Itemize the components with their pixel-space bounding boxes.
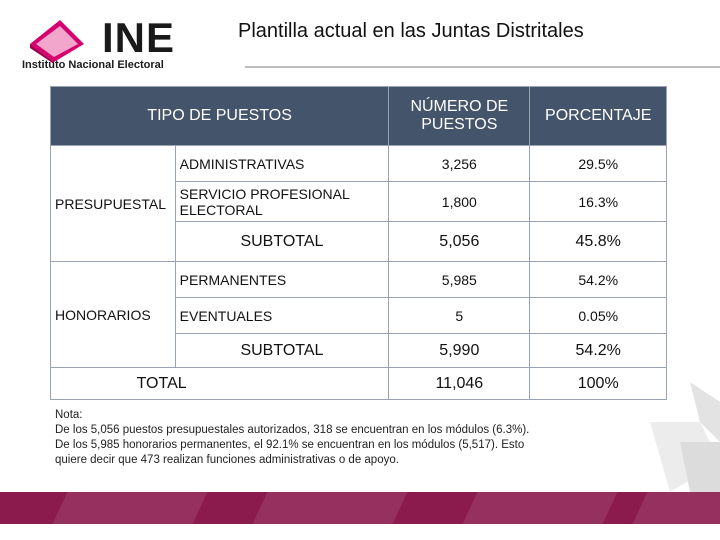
table-row: SERVICIO PROFESIONAL ELECTORAL 1,800 16.… [51,181,667,222]
group-honorarios: HONORARIOS [50,261,176,368]
ine-logo: INE Instituto Nacional Electoral [22,14,212,76]
header-count: NÚMERO DE PUESTOS [388,86,531,146]
row-count: 5,985 [388,261,531,298]
row-percent: 0.05% [529,297,667,334]
total-row: TOTAL 11,046 100% [49,367,667,400]
ballot-box-icon [30,20,84,64]
subtotal-count: 5,990 [388,333,531,368]
row-label: ADMINISTRATIVAS [174,145,390,182]
row-count: 3,256 [388,145,531,182]
row-percent: 29.5% [529,145,667,182]
table-row: EVENTUALES 5 0.05% [51,297,667,334]
row-count: 5 [388,297,531,334]
subtotal-count: 5,056 [388,221,531,262]
note-line: De los 5,056 puestos presupuestales auto… [55,424,530,436]
row-percent: 16.3% [529,181,667,222]
note-line: De los 5,985 honorarios permanentes, el … [55,439,525,451]
total-count: 11,046 [388,367,531,400]
row-label: EVENTUALES [174,297,390,334]
header-percent: PORCENTAJE [529,86,667,146]
total-label: TOTAL [49,367,390,400]
table-header-row: TIPO DE PUESTOS NÚMERO DE PUESTOS PORCEN… [49,86,667,146]
page-title: Plantilla actual en las Juntas Distrital… [238,20,584,42]
row-label: SERVICIO PROFESIONAL ELECTORAL [174,181,390,222]
title-rule [245,66,720,68]
positions-table: TIPO DE PUESTOS NÚMERO DE PUESTOS PORCEN… [49,86,667,400]
total-percent: 100% [529,367,667,400]
row-percent: 54.2% [529,261,667,298]
header-type: TIPO DE PUESTOS [49,86,389,146]
subtotal-label: SUBTOTAL [174,221,390,262]
subtotal-row: SUBTOTAL 5,990 54.2% [51,333,667,368]
table-row: HONORARIOS PERMANENTES 5,985 54.2% [50,261,667,368]
subtotal-label: SUBTOTAL [174,333,390,368]
note-line: quiere decir que 473 realizan funciones … [55,454,399,466]
logo-subtitle: Instituto Nacional Electoral [22,59,164,71]
subtotal-percent: 45.8% [529,221,667,262]
note-label: Nota: [55,409,83,421]
subtotal-percent: 54.2% [529,333,667,368]
table-row: PRESUPUESTAL ADMINISTRATIVAS 3,256 29.5% [50,145,667,262]
footer-band [0,492,720,524]
group-presupuestal: PRESUPUESTAL [50,145,176,262]
row-count: 1,800 [388,181,531,222]
logo-name: INE [102,14,176,61]
row-label: PERMANENTES [174,261,390,298]
subtotal-row: SUBTOTAL 5,056 45.8% [51,221,667,262]
decorative-shapes [650,382,720,492]
footnote: Nota: De los 5,056 puestos presupuestale… [55,408,665,468]
